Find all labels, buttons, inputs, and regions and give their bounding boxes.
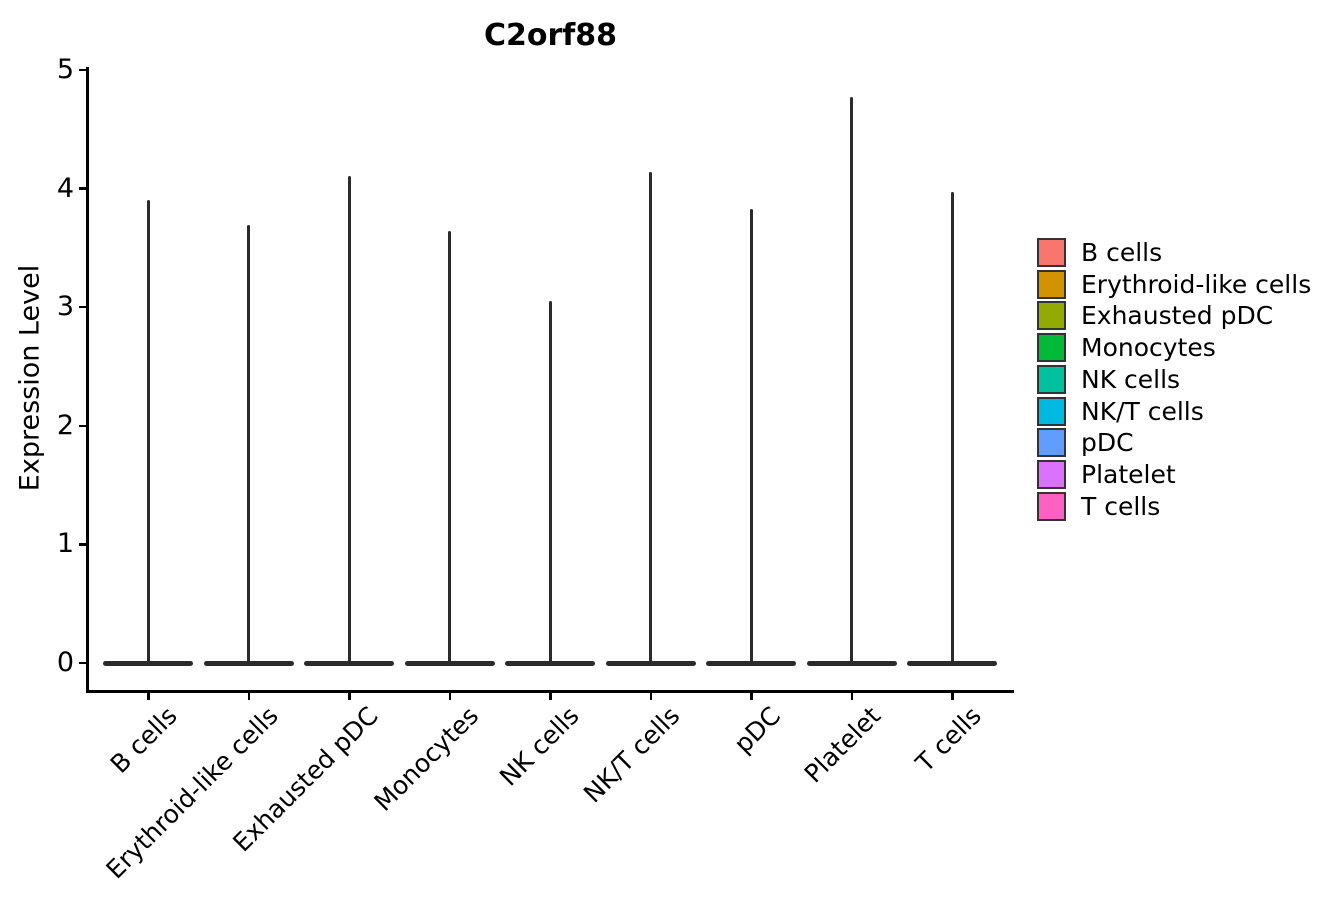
x-tick [750,692,753,700]
legend-swatch [1037,428,1066,458]
x-tick-label: NK cells [494,701,585,792]
violin-needle [247,225,251,665]
y-tick [79,661,87,665]
y-tick-label: 1 [56,528,74,560]
legend-label: NK cells [1081,364,1181,394]
legend-swatch [1037,333,1066,363]
y-tick [79,424,87,428]
violin-needle [950,192,954,665]
violin-base [404,660,495,666]
y-tick-label: 0 [56,647,74,678]
y-tick [79,187,87,190]
violin-base [103,660,194,666]
legend-label: Platelet [1081,459,1176,489]
violin-base [304,660,395,666]
violin-needle [850,97,854,665]
legend-swatch [1037,491,1066,521]
violin-needle [649,171,653,665]
violin-needle [448,231,452,665]
x-tick [850,692,854,700]
x-tick [247,692,251,700]
y-tick [79,305,87,309]
x-tick-label: Erythroid-like cells [100,701,284,885]
legend-swatch [1037,269,1066,299]
violin-base [907,660,998,666]
legend-swatch [1037,396,1066,426]
x-tick-label: B cells [104,701,183,779]
y-tick [79,68,87,72]
x-tick-label: Platelet [798,701,887,789]
x-tick [649,692,653,700]
y-tick [79,543,87,546]
y-tick-label: 2 [56,409,74,441]
y-tick-label: 4 [56,172,74,204]
y-tick-label: 5 [56,54,74,85]
legend-swatch [1037,364,1066,394]
legend-label: Monocytes [1081,333,1216,363]
violin-base [706,660,797,666]
chart-title: C2orf88 [483,18,618,53]
x-axis-line [86,690,1014,693]
x-tick-label: Monocytes [368,701,485,817]
legend-label: T cells [1081,491,1161,521]
violin-needle [749,208,753,665]
legend-label: Erythroid-like cells [1081,269,1312,299]
x-tick [951,692,954,700]
violin-base [203,660,294,666]
violin-needle [548,301,552,665]
violin-needle [347,175,351,665]
y-tick-label: 3 [56,291,74,323]
x-tick-label: pDC [728,701,786,759]
x-tick [147,692,150,700]
legend-swatch [1037,301,1066,331]
violin-needle [146,200,150,665]
x-tick-label: NK/T cells [577,701,686,809]
x-tick-label: T cells [910,701,987,778]
violin-base [605,660,696,666]
violin-base [806,660,897,666]
x-tick [448,692,452,700]
y-axis-line [86,67,89,692]
x-tick [348,692,351,700]
violin-base [505,660,596,666]
legend-label: pDC [1081,428,1134,458]
x-tick [549,692,552,700]
legend-label: Exhausted pDC [1081,301,1274,331]
legend-swatch [1037,459,1066,489]
legend-label: B cells [1081,238,1163,267]
legend-swatch [1037,238,1066,267]
legend-label: NK/T cells [1081,396,1204,426]
